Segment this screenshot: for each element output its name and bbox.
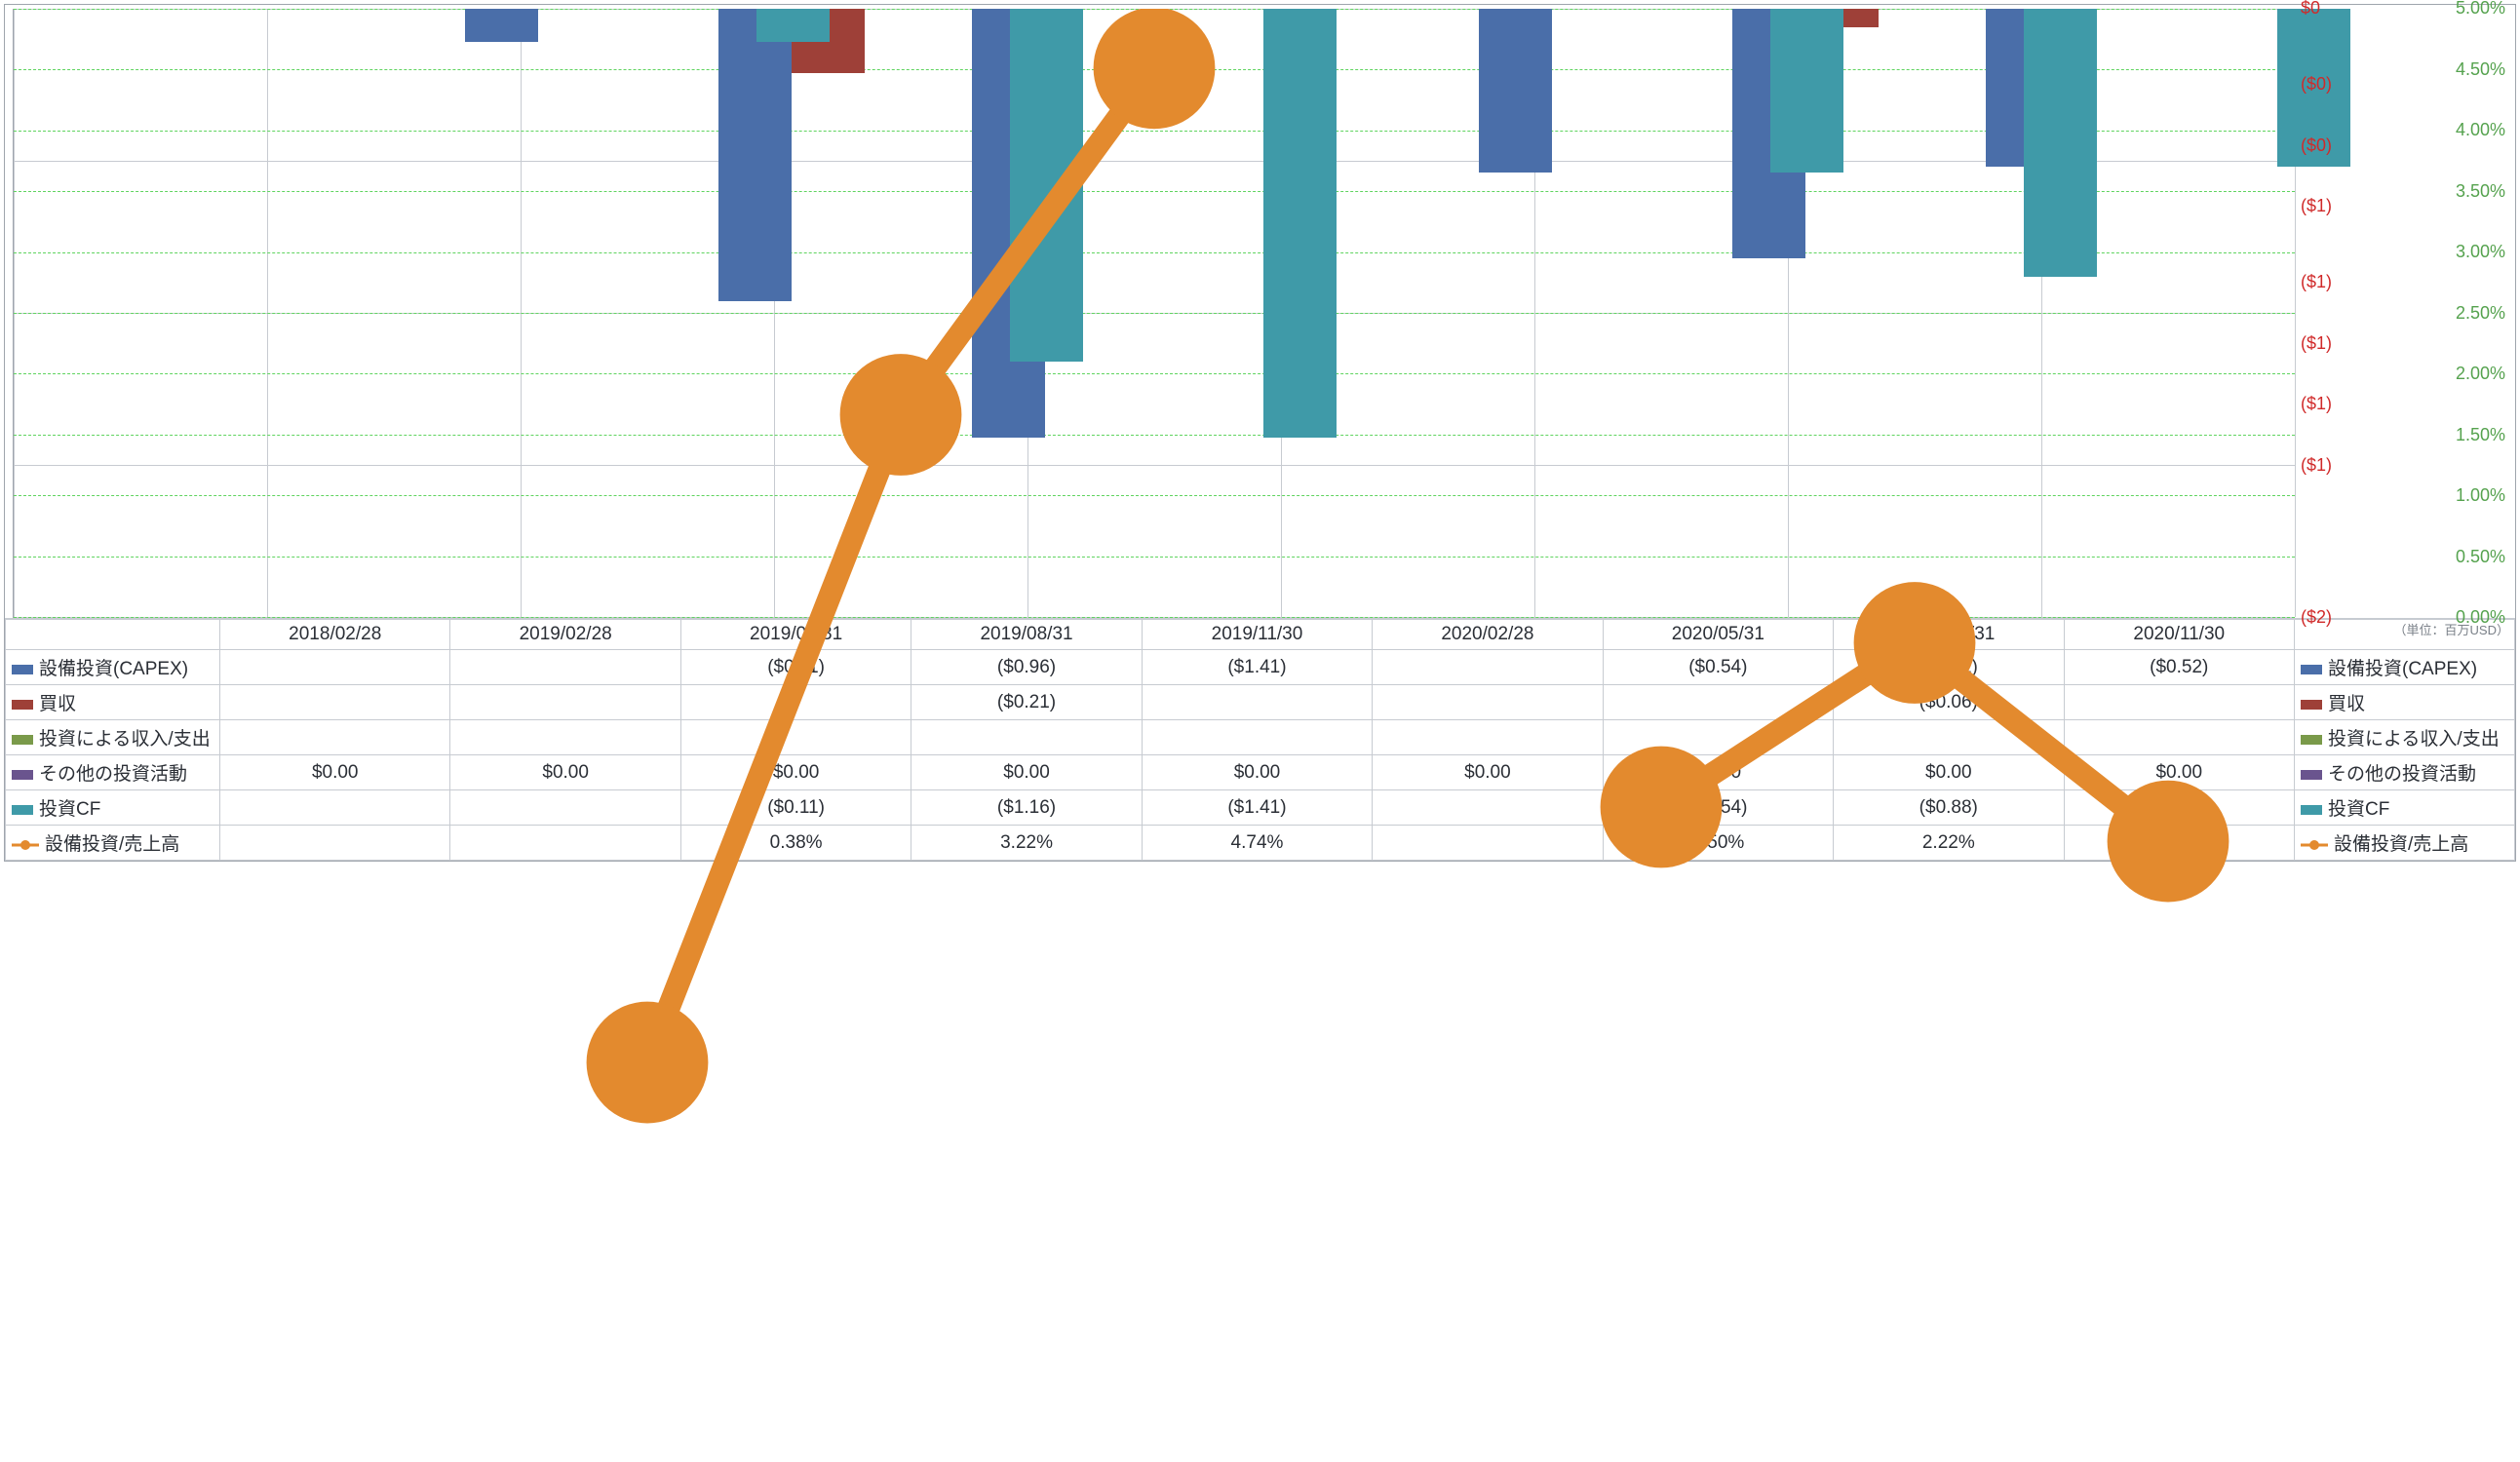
legend-cell: 買収: [2295, 685, 2515, 720]
unit-label: （単位：百万USD）: [2394, 620, 2509, 638]
y2-tick-label: 5.00%: [2456, 0, 2505, 19]
ratio-marker: [1094, 9, 1216, 129]
bar-swatch: [2301, 700, 2322, 710]
ratio-marker: [840, 354, 962, 476]
ratio-marker: [2108, 781, 2229, 903]
chart-area: $0($0)($0)($1)($1)($1)($1)($1)($2)0.00%0…: [5, 5, 2515, 619]
line-layer: [14, 9, 2295, 1149]
y2-tick-label: 2.00%: [2456, 364, 2505, 384]
plot-region: [13, 9, 2295, 618]
y2-tick-label: 4.50%: [2456, 59, 2505, 80]
y1-tick-label: $0: [2301, 0, 2320, 19]
y2-tick-label: 3.50%: [2456, 181, 2505, 202]
y1-tick-label: ($1): [2301, 333, 2332, 354]
axes-right: $0($0)($0)($1)($1)($1)($1)($1)($2)0.00%0…: [2295, 9, 2515, 618]
y1-tick-label: ($1): [2301, 196, 2332, 216]
y2-tick-label: 3.00%: [2456, 242, 2505, 262]
legend-label: その他の投資活動: [2328, 764, 2476, 785]
legend-label: 投資CF: [2328, 799, 2389, 820]
ratio-marker: [1854, 582, 1976, 704]
legend-cell: 設備投資/売上高: [2295, 826, 2515, 861]
ratio-line: [647, 68, 1154, 1062]
y2-tick-label: 1.50%: [2456, 425, 2505, 445]
y1-tick-label: ($1): [2301, 272, 2332, 292]
legend-cell: その他の投資活動: [2295, 755, 2515, 790]
legend-label: 設備投資/売上高: [2334, 834, 2468, 855]
y1-tick-label: ($1): [2301, 394, 2332, 414]
y1-tick-label: ($0): [2301, 135, 2332, 156]
line-swatch: [12, 840, 39, 850]
ratio-marker: [1601, 747, 1723, 868]
y1-tick-label: ($0): [2301, 74, 2332, 95]
ratio-marker: [587, 1002, 709, 1124]
legend-cell: 投資による収入/支出: [2295, 720, 2515, 755]
bar-swatch: [2301, 805, 2322, 815]
legend-label: 投資による収入/支出: [2328, 729, 2500, 750]
bar-swatch: [2301, 770, 2322, 780]
y1-tick-label: ($1): [2301, 455, 2332, 476]
legend-label: 買収: [2328, 694, 2365, 714]
line-swatch: [2301, 840, 2328, 850]
legend-cell: 設備投資(CAPEX): [2295, 650, 2515, 685]
y1-tick-label: ($2): [2301, 607, 2332, 628]
chart-panel: $0($0)($0)($1)($1)($1)($1)($1)($2)0.00%0…: [4, 4, 2516, 862]
y2-tick-label: 2.50%: [2456, 303, 2505, 324]
bar-swatch: [2301, 735, 2322, 745]
bar-swatch: [2301, 665, 2322, 674]
y2-tick-label: 0.50%: [2456, 547, 2505, 567]
legend-cell: 投資CF: [2295, 790, 2515, 826]
y2-tick-label: 1.00%: [2456, 485, 2505, 506]
y2-tick-label: 4.00%: [2456, 120, 2505, 140]
legend-label: 設備投資(CAPEX): [2328, 659, 2477, 679]
